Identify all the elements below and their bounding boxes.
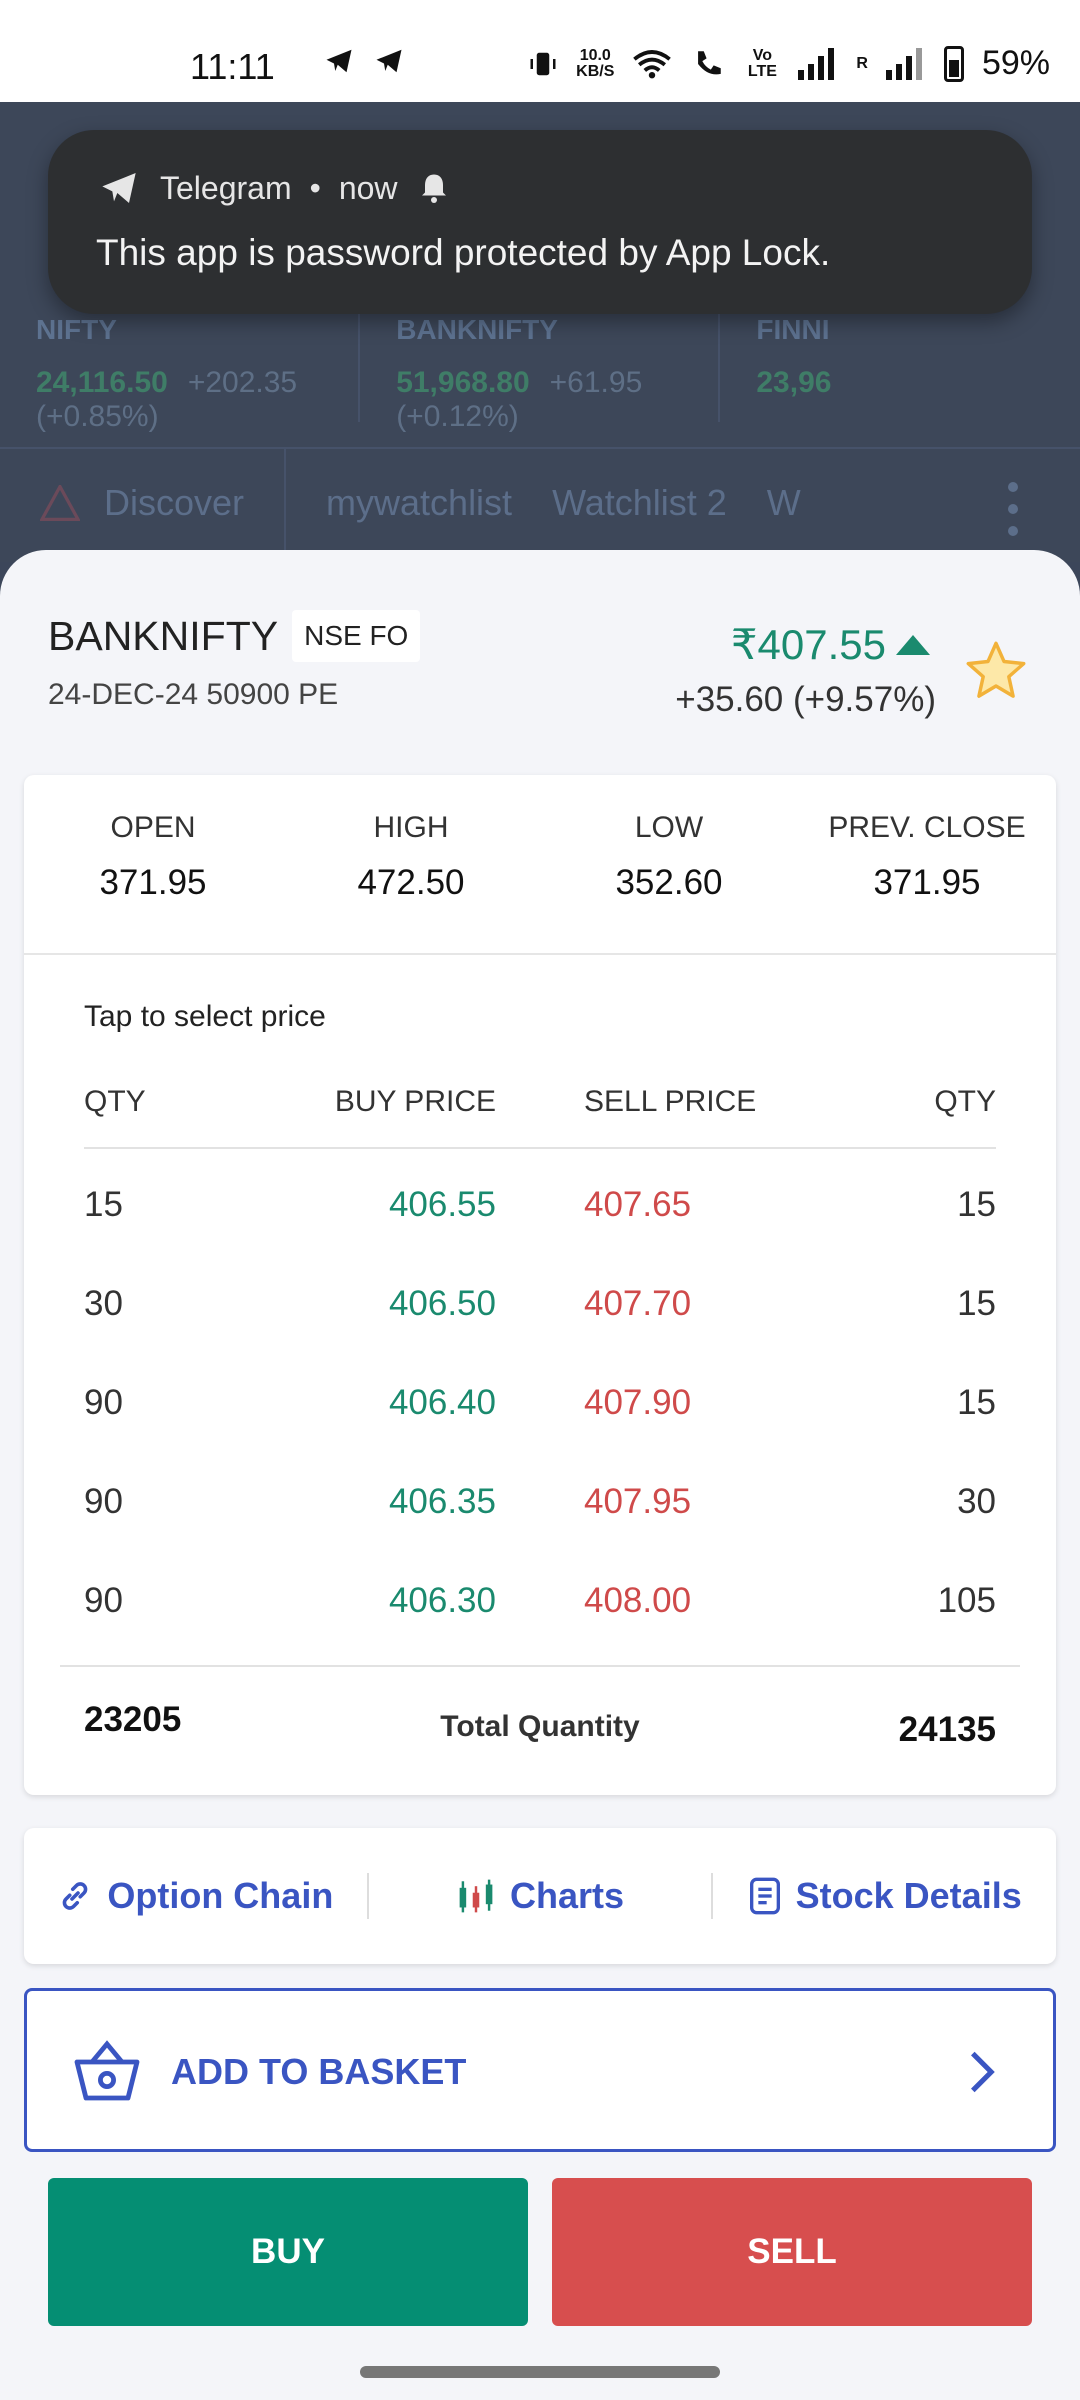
status-bar: 11:11 10.0 KB/S Vo LTE R 59% <box>0 0 1080 102</box>
notification-header: Telegram • now <box>96 168 452 208</box>
more-vert-icon <box>1008 482 1020 548</box>
order-sheet: BANKNIFTY NSE FO 24-DEC-24 50900 PE ₹407… <box>0 550 1080 2400</box>
signal-icon <box>798 47 835 80</box>
status-time: 11:11 <box>190 46 275 87</box>
link-icon <box>63 1882 88 1910</box>
total-buy-quantity: 23205 <box>84 1700 182 1739</box>
last-traded-price: ₹407.55 <box>731 620 930 669</box>
buy-price[interactable]: 406.55 <box>388 1185 496 1224</box>
wifi-icon <box>633 49 672 78</box>
index-card: NIFTY 24,116.50 +202.35 (+0.85%) <box>0 302 361 433</box>
buy-price[interactable]: 406.50 <box>388 1284 496 1323</box>
buy-price[interactable]: 406.30 <box>388 1581 496 1620</box>
index-card: BANKNIFTY 51,968.80 +61.95 (+0.12%) <box>360 302 721 433</box>
telegram-icon <box>102 173 136 203</box>
watchlist-tabs: Discover mywatchlist Watchlist 2 W <box>0 447 1080 558</box>
instrument-header: BANKNIFTY NSE FO <box>48 610 421 662</box>
instrument-symbol: BANKNIFTY <box>48 612 279 659</box>
chevron-right-icon <box>971 2051 995 2093</box>
quick-links: Option Chain Charts Stock Details <box>24 1828 1056 1964</box>
notification-time: now <box>338 169 398 206</box>
stock-details-link[interactable]: Stock Details <box>711 1873 1056 1919</box>
roaming-indicator: R <box>856 54 868 72</box>
buy-button[interactable]: BUY <box>48 2178 528 2326</box>
depth-header: QTY BUY PRICE SELL PRICE QTY <box>84 1085 996 1149</box>
depth-hint: Tap to select price <box>84 1000 326 1033</box>
wifi-calling-icon <box>698 50 722 74</box>
sell-price[interactable]: 407.95 <box>584 1482 692 1521</box>
sell-price[interactable]: 407.70 <box>584 1284 692 1323</box>
market-depth-card: OPEN 371.95 HIGH 472.50 LOW 352.60 PREV. CL… <box>24 775 1056 1795</box>
star-icon[interactable] <box>964 638 1028 702</box>
charts-link[interactable]: Charts <box>366 1873 712 1919</box>
home-indicator[interactable] <box>360 2366 720 2378</box>
total-sell-quantity: 24135 <box>898 1710 996 1749</box>
basket-icon <box>74 2040 140 2101</box>
buy-price[interactable]: 406.35 <box>388 1482 496 1521</box>
price-change: +35.60 (+9.57%) <box>675 680 936 719</box>
option-chain-link[interactable]: Option Chain <box>24 1873 367 1919</box>
tab-more: W <box>766 482 801 523</box>
telegram-icon <box>376 49 402 73</box>
battery-icon <box>943 45 964 82</box>
tab-discover: Discover <box>40 448 287 558</box>
discover-icon <box>40 485 80 521</box>
ohlc-open: OPEN 371.95 <box>99 811 207 902</box>
telegram-notification[interactable]: Telegram • now This app is password prot… <box>48 130 1032 314</box>
bell-icon <box>421 174 446 203</box>
ohlc-low: LOW 352.60 <box>615 811 723 902</box>
vibrate-icon <box>530 52 556 75</box>
volte-indicator: Vo LTE <box>747 46 777 80</box>
table-row: 90 406.35 407.95 30 <box>84 1482 996 1581</box>
table-row: 30 406.50 407.70 15 <box>84 1284 996 1383</box>
status-notification-icons <box>322 46 406 76</box>
table-row: 90 406.30 408.00 105 <box>84 1581 996 1680</box>
index-card: FINNI 23,96 <box>756 314 832 399</box>
sell-price[interactable]: 407.65 <box>584 1185 692 1224</box>
depth-rows: 15 406.55 407.65 15 30 406.50 407.70 15 … <box>84 1185 996 1680</box>
contract-details: 24-DEC-24 50900 PE <box>48 678 339 711</box>
telegram-icon <box>326 49 352 73</box>
buy-price[interactable]: 406.40 <box>388 1383 496 1422</box>
ohlc-row: OPEN 371.95 HIGH 472.50 LOW 352.60 PREV. CL… <box>24 775 1056 955</box>
tab-mywatchlist: mywatchlist <box>326 482 513 523</box>
notification-app: Telegram <box>160 169 292 206</box>
table-row: 90 406.40 407.90 15 <box>84 1383 996 1482</box>
battery-percent: 59% <box>981 44 1050 82</box>
candlestick-chart-icon <box>459 1879 493 1913</box>
total-quantity-label: Total Quantity <box>440 1710 640 1743</box>
sell-price[interactable]: 408.00 <box>584 1581 692 1620</box>
tab-watchlist-2: Watchlist 2 <box>552 482 727 523</box>
notification-message: This app is password protected by App Lo… <box>96 232 831 273</box>
index-strip: NIFTY 24,116.50 +202.35 (+0.85%) BANKNIFT… <box>0 302 1080 433</box>
up-arrow-icon <box>896 634 930 655</box>
document-icon <box>749 1877 780 1915</box>
status-system-icons: 10.0 KB/S Vo LTE R 59% <box>528 44 1050 83</box>
ohlc-high: HIGH 472.50 <box>357 811 465 902</box>
sell-price[interactable]: 407.90 <box>584 1383 692 1422</box>
signal-icon <box>885 47 922 80</box>
add-to-basket-button[interactable]: ADD TO BASKET <box>24 1988 1056 2152</box>
table-row: 15 406.55 407.65 15 <box>84 1185 996 1284</box>
ohlc-prev-close: PREV. CLOSE 371.95 <box>828 811 1026 902</box>
divider <box>60 1665 1020 1667</box>
network-speed: 10.0 KB/S <box>576 46 615 80</box>
sell-button[interactable]: SELL <box>552 2178 1032 2326</box>
exchange-badge: NSE FO <box>292 610 421 662</box>
